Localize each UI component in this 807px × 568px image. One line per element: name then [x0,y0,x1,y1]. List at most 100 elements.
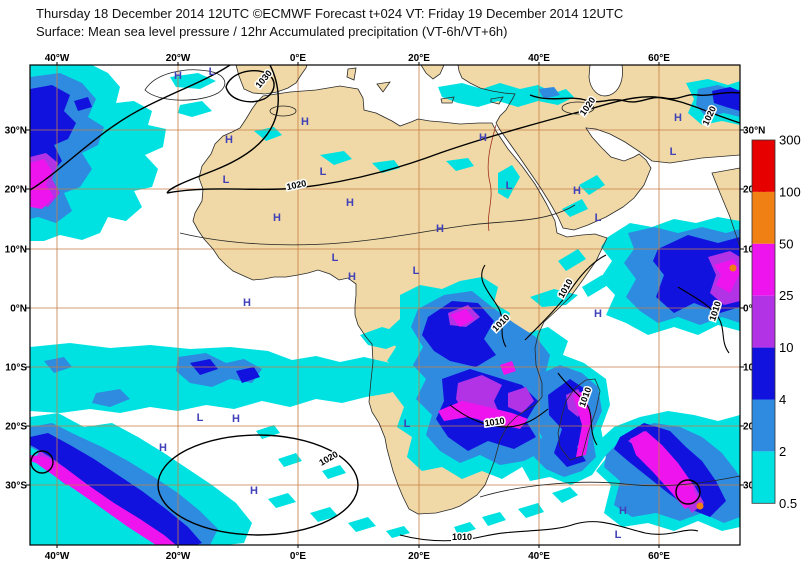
high-pressure-marker: H [174,70,182,82]
latlon-grid [30,65,740,545]
colorbar-label: 300 [779,133,801,148]
colorbar-label: 4 [779,392,786,407]
axis-label-bottom: 40°W [45,551,70,562]
isobar-sahel [179,204,576,246]
axis-label-left: 10°N [5,245,27,256]
high-pressure-marker: H [243,297,251,309]
low-pressure-marker: L [670,146,677,158]
axis-label-bottom: 0°E [290,551,307,562]
precip-extreme-magenta [30,159,740,545]
colorbar-label: 0.5 [779,496,797,511]
isobar-azores-west [30,65,231,191]
colorbar-segment [752,243,775,296]
map-frame [29,64,741,546]
high-pressure-marker: H [674,112,682,124]
isobar-1020-south-atlantic-high [157,434,359,536]
high-pressure-marker: H [250,485,258,497]
title-line-2: Surface: Mean sea level pressure / 12hr … [36,24,508,39]
colorbar-label: 50 [779,236,793,251]
axis-label-left: 0°N [10,304,27,315]
colorbar-segment [752,347,775,400]
axis-label-top: 40°W [45,53,70,64]
high-pressure-marker: H [348,271,356,283]
precipitation-layer [30,65,740,545]
colorbar-label: 100 [779,184,801,199]
precip-severe-orange-spot-cyclone [696,502,704,510]
colorbar-label: 10 [779,340,793,355]
colorbar-segment [752,451,775,504]
axis-label-top: 0°E [290,53,307,64]
coastlines [192,65,740,515]
axis-label-top: 20°E [408,53,430,64]
axis-label-left: 30°N [5,126,27,137]
low-pressure-marker: L [615,529,622,541]
low-pressure-marker: L [506,180,513,192]
isobar-south-indian [479,475,740,498]
axis-label-top: 40°E [528,53,550,64]
isobar-loop-algeria [269,105,297,117]
isobar-1030-loop [225,69,275,103]
low-pressure-marker: L [404,418,411,430]
landmasses [193,65,740,514]
high-pressure-marker: H [159,442,167,454]
axis-label-right: 0°N [743,304,760,315]
high-pressure-marker: H [225,134,233,146]
title-line-1: Thursday 18 December 2014 12UTC ©ECMWF F… [36,6,624,21]
isobar-1010-b [524,254,607,341]
isobar-1010-a [481,264,507,348]
axis-label-top: 20°W [166,53,191,64]
axis-label-top: 60°E [648,53,670,64]
pressure-contour-label: 1010 [484,416,505,429]
axis-label-bottom: 40°E [528,551,550,562]
axis-label-bottom: 20°E [408,551,430,562]
axis-label-right: 30°N [743,126,765,137]
low-pressure-marker: L [413,265,420,277]
high-pressure-marker: H [479,132,487,144]
precip-heavy-darkblue [30,85,740,545]
isobar-1010-indian [677,286,730,354]
high-pressure-marker: H [573,185,581,197]
axis-label-left: 30°S [5,481,27,492]
axis-label-bottom: 60°E [648,551,670,562]
low-pressure-marker: L [332,252,339,264]
colorbar-segment [752,399,775,452]
low-pressure-marker: L [595,212,602,224]
high-pressure-marker: H [301,116,309,128]
isobar-middle-east [529,91,740,103]
caspian-sea [588,65,623,97]
isobar-1010-mozambique [557,372,598,446]
colorbar-segment [752,140,775,192]
isobar-1020-sahara [166,96,740,194]
colorbar-label: 2 [779,444,786,459]
high-pressure-marker: H [232,413,240,425]
precip-severe-orange-spot [729,264,737,272]
isobar-small-low [30,450,54,474]
axis-label-bottom: 20°W [166,551,191,562]
isobars [30,65,740,542]
high-pressure-marker: H [346,197,354,209]
low-pressure-marker: L [320,166,327,178]
isobar-1010-c [449,404,549,428]
low-pressure-marker: L [197,412,204,424]
colorbar-segment [752,191,775,244]
axis-label-left: 10°S [5,363,27,374]
high-pressure-marker: H [619,505,627,517]
pressure-contour-label: 1010 [452,532,472,542]
colorbar-border [751,139,776,504]
isobar-azores-inner [144,69,226,101]
isobar-cyclone-loop [675,479,701,505]
low-pressure-marker: L [209,66,216,78]
colorbar-segment [752,295,775,348]
precip-colorbar: 300 100 50 25 10 4 2 0.5 [751,133,801,511]
isobar-azores-east [166,65,279,194]
axis-label-left: 20°N [5,185,27,196]
high-pressure-marker: H [436,223,444,235]
axis-label-left: 20°S [5,422,27,433]
high-pressure-marker: H [273,212,281,224]
low-pressure-marker: L [223,174,230,186]
isobar-1010-south [399,521,699,542]
isobar-loop-iraq [561,101,595,115]
nile-river [487,124,497,232]
